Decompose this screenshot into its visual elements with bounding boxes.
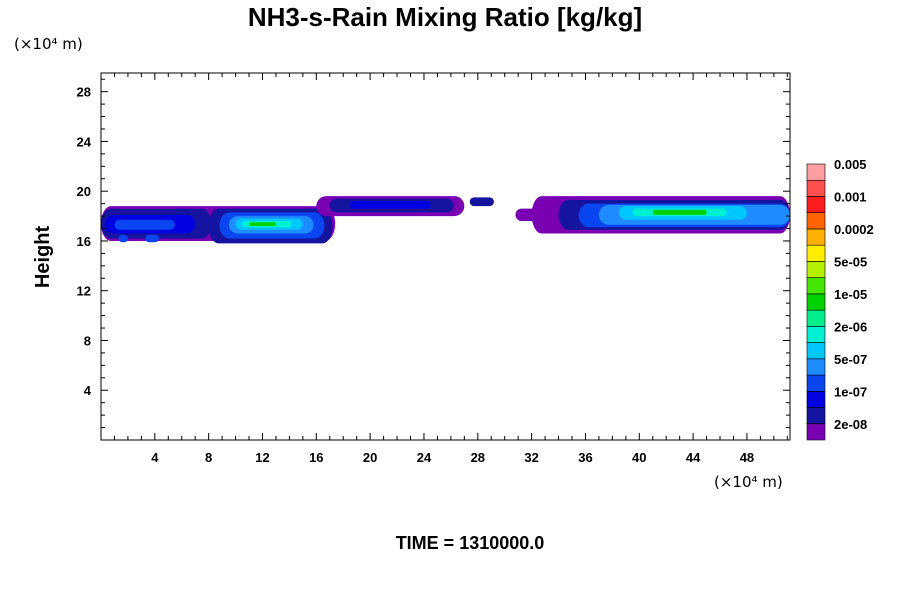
x-tick-label: 44 — [686, 450, 701, 465]
colorbar-swatch — [806, 163, 826, 181]
y-axis-unit: (×10⁴ m) — [14, 35, 83, 53]
colorbar-label: 2e-06 — [834, 319, 867, 334]
x-tick-label: 24 — [417, 450, 432, 465]
y-axis-ticks: 4 8 12 16 20 24 28 — [77, 78, 790, 429]
x-tick-label: 28 — [471, 450, 485, 465]
x-tick-label: 12 — [255, 450, 269, 465]
contour-region — [349, 201, 431, 209]
colorbar: 2e-08 1e-07 5e-07 2e-06 1e-05 5e-05 0.0002 0.00… — [806, 157, 874, 441]
contour-region — [118, 234, 128, 243]
colorbar-label: 2e-08 — [834, 417, 867, 432]
colorbar-swatch — [806, 390, 826, 408]
contour-fill — [101, 196, 790, 244]
colorbar-swatch — [806, 212, 826, 230]
plot-frame — [100, 72, 791, 441]
colorbar-swatch — [806, 228, 826, 246]
y-tick-label: 20 — [77, 184, 91, 199]
x-tick-label: 36 — [578, 450, 592, 465]
y-tick-label: 8 — [84, 333, 91, 348]
colorbar-label: 0.005 — [834, 157, 867, 172]
colorbar-swatches — [806, 163, 826, 441]
colorbar-swatch — [806, 423, 826, 441]
x-axis-unit: (×10⁴ m) — [714, 473, 783, 491]
y-tick-label: 16 — [77, 234, 91, 249]
colorbar-swatch — [806, 358, 826, 376]
x-tick-label: 32 — [524, 450, 538, 465]
chart-title: NH3-s-Rain Mixing Ratio [kg/kg] — [248, 2, 642, 32]
colorbar-label: 5e-07 — [834, 352, 867, 367]
x-tick-label: 16 — [309, 450, 323, 465]
contour-region — [249, 222, 276, 227]
colorbar-swatch — [806, 374, 826, 392]
y-tick-label: 12 — [77, 284, 91, 299]
x-axis-ticks: 4 8 12 16 20 24 28 32 36 40 44 48 — [113, 73, 788, 465]
y-tick-label: 28 — [77, 85, 91, 100]
contour-region — [145, 234, 159, 243]
colorbar-labels: 2e-08 1e-07 5e-07 2e-06 1e-05 5e-05 0.0002 0.00… — [834, 157, 874, 432]
colorbar-swatch — [806, 179, 826, 197]
colorbar-swatch — [806, 261, 826, 278]
time-label: TIME = 1310000.0 — [396, 533, 545, 553]
contour-region — [469, 197, 494, 207]
y-tick-label: 4 — [84, 383, 92, 398]
colorbar-swatch — [806, 326, 826, 343]
colorbar-label: 0.0002 — [834, 222, 874, 237]
colorbar-swatch — [806, 407, 826, 425]
contour-region — [114, 219, 176, 230]
y-tick-label: 24 — [77, 134, 92, 149]
x-tick-label: 40 — [632, 450, 646, 465]
colorbar-label: 1e-07 — [834, 384, 867, 399]
x-tick-label: 8 — [205, 450, 212, 465]
colorbar-swatch — [806, 342, 826, 360]
x-tick-label: 48 — [740, 450, 754, 465]
colorbar-swatch — [806, 196, 826, 214]
contour-region — [652, 209, 707, 215]
colorbar-swatch — [806, 293, 826, 311]
y-axis-label: Height — [32, 226, 54, 289]
colorbar-label: 1e-05 — [834, 287, 867, 302]
x-tick-label: 20 — [363, 450, 377, 465]
colorbar-swatch — [806, 244, 826, 262]
colorbar-swatch — [806, 277, 826, 295]
x-tick-label: 4 — [151, 450, 159, 465]
colorbar-swatch — [806, 309, 826, 327]
colorbar-label: 5e-05 — [834, 254, 867, 269]
colorbar-label: 0.001 — [834, 189, 867, 204]
